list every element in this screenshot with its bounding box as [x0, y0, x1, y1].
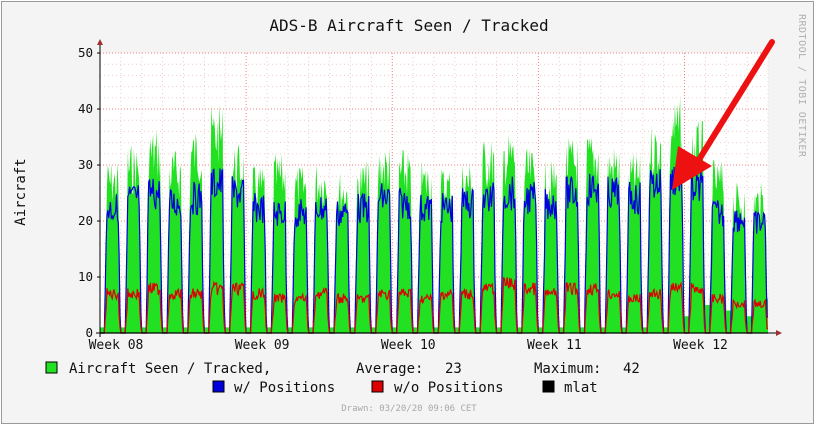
y-tick-label: 10 [78, 269, 93, 284]
plot-area [96, 39, 782, 337]
drawn-timestamp: Drawn: 03/20/20 09:06 CET [341, 404, 477, 414]
chart-title: ADS-B Aircraft Seen / Tracked [269, 16, 548, 35]
legend-label-with-positions: w/ Positions [234, 380, 335, 396]
axes [96, 39, 782, 337]
rrdtool-watermark: RRDTOOL / TOBI OETIKER [796, 14, 807, 158]
y-tick-label: 30 [78, 157, 93, 172]
y-axis-arrow [97, 39, 103, 45]
arrow-head [672, 146, 712, 190]
x-tick-label: Week 11 [527, 338, 582, 353]
x-tick-labels: Week 08 Week 09 Week 10 Week 11 Week 12 [89, 338, 728, 353]
legend-swatch-mlat [542, 380, 555, 393]
x-axis-arrow [776, 330, 782, 336]
average-label: Average: [356, 361, 423, 377]
legend-swatch-without-positions [371, 380, 384, 393]
legend-swatch-with-positions [212, 380, 225, 393]
maximum-value: 42 [623, 361, 640, 377]
y-tick-label: 20 [78, 213, 93, 228]
legend-label-seen: Aircraft Seen / Tracked, [69, 361, 271, 377]
y-tick-label: 0 [85, 325, 93, 340]
annotation-arrow [672, 39, 775, 190]
maximum-label: Maximum: [534, 361, 601, 377]
legend-label-without-positions: w/o Positions [394, 380, 504, 396]
arrow-shaft [697, 39, 775, 161]
x-tick-label: Week 09 [235, 338, 290, 353]
x-tick-label: Week 08 [89, 338, 144, 353]
legend: Aircraft Seen / Tracked, Average: 23 Max… [45, 361, 640, 396]
y-axis-label: Aircraft [13, 158, 29, 225]
legend-swatch-seen [45, 361, 58, 374]
legend-label-mlat: mlat [564, 380, 598, 396]
series-seen-area [100, 98, 768, 333]
x-tick-label: Week 12 [673, 338, 728, 353]
y-tick-label: 50 [78, 45, 93, 60]
y-tick-label: 40 [78, 101, 93, 116]
x-tick-label: Week 10 [381, 338, 436, 353]
average-value: 23 [445, 361, 462, 377]
y-tick-labels: 0 10 20 30 40 50 [78, 45, 93, 340]
